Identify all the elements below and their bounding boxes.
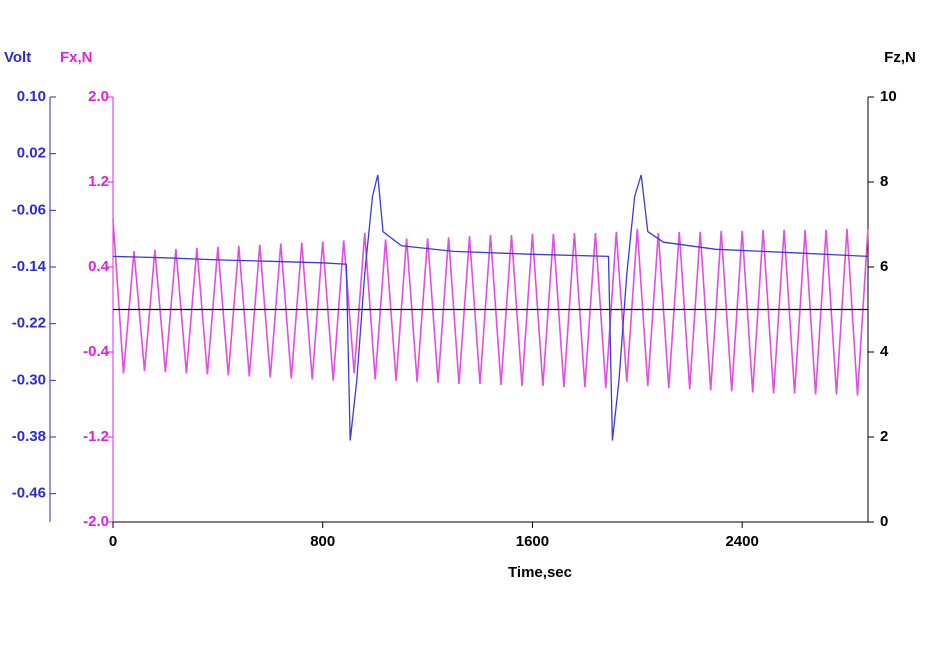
y-tick-label: 0.4 [88, 258, 110, 275]
y-tick-label: 2 [880, 428, 888, 445]
x-tick-label: 800 [310, 533, 335, 550]
data-line [112, 219, 869, 396]
y-tick-label: -0.38 [12, 428, 46, 445]
y-tick-label: 2.0 [88, 88, 109, 105]
y2-axis-title: Fz,N [884, 49, 916, 66]
y-axis-title: Fx,N [60, 49, 93, 66]
data-line [112, 174, 869, 441]
x-tick-label: 2400 [725, 533, 758, 550]
y-tick-label: 0.10 [17, 88, 46, 105]
y-tick-label: -0.30 [12, 371, 46, 388]
x-tick-label: 1600 [516, 533, 549, 550]
y-tick-label: 4 [880, 343, 889, 360]
y-tick-label: -0.06 [12, 201, 46, 218]
y-tick-label: -2.0 [83, 513, 109, 530]
y-tick-label: 8 [880, 173, 888, 190]
y-tick-label: -0.46 [12, 485, 46, 502]
y-tick-label: 0 [880, 513, 888, 530]
y-tick-label: 0.02 [17, 145, 46, 162]
y-tick-label: -0.4 [83, 343, 110, 360]
x-axis-title: Time,sec [508, 564, 572, 581]
y3-axis-title: Volt [4, 49, 31, 66]
y-tick-label: 6 [880, 258, 888, 275]
x-tick-label: 0 [109, 533, 117, 550]
y-tick-label: 10 [880, 88, 897, 105]
y-tick-label: -0.22 [12, 315, 46, 332]
y-tick-label: -1.2 [83, 428, 109, 445]
y-tick-label: 1.2 [88, 173, 109, 190]
y-tick-label: -0.14 [12, 258, 47, 275]
